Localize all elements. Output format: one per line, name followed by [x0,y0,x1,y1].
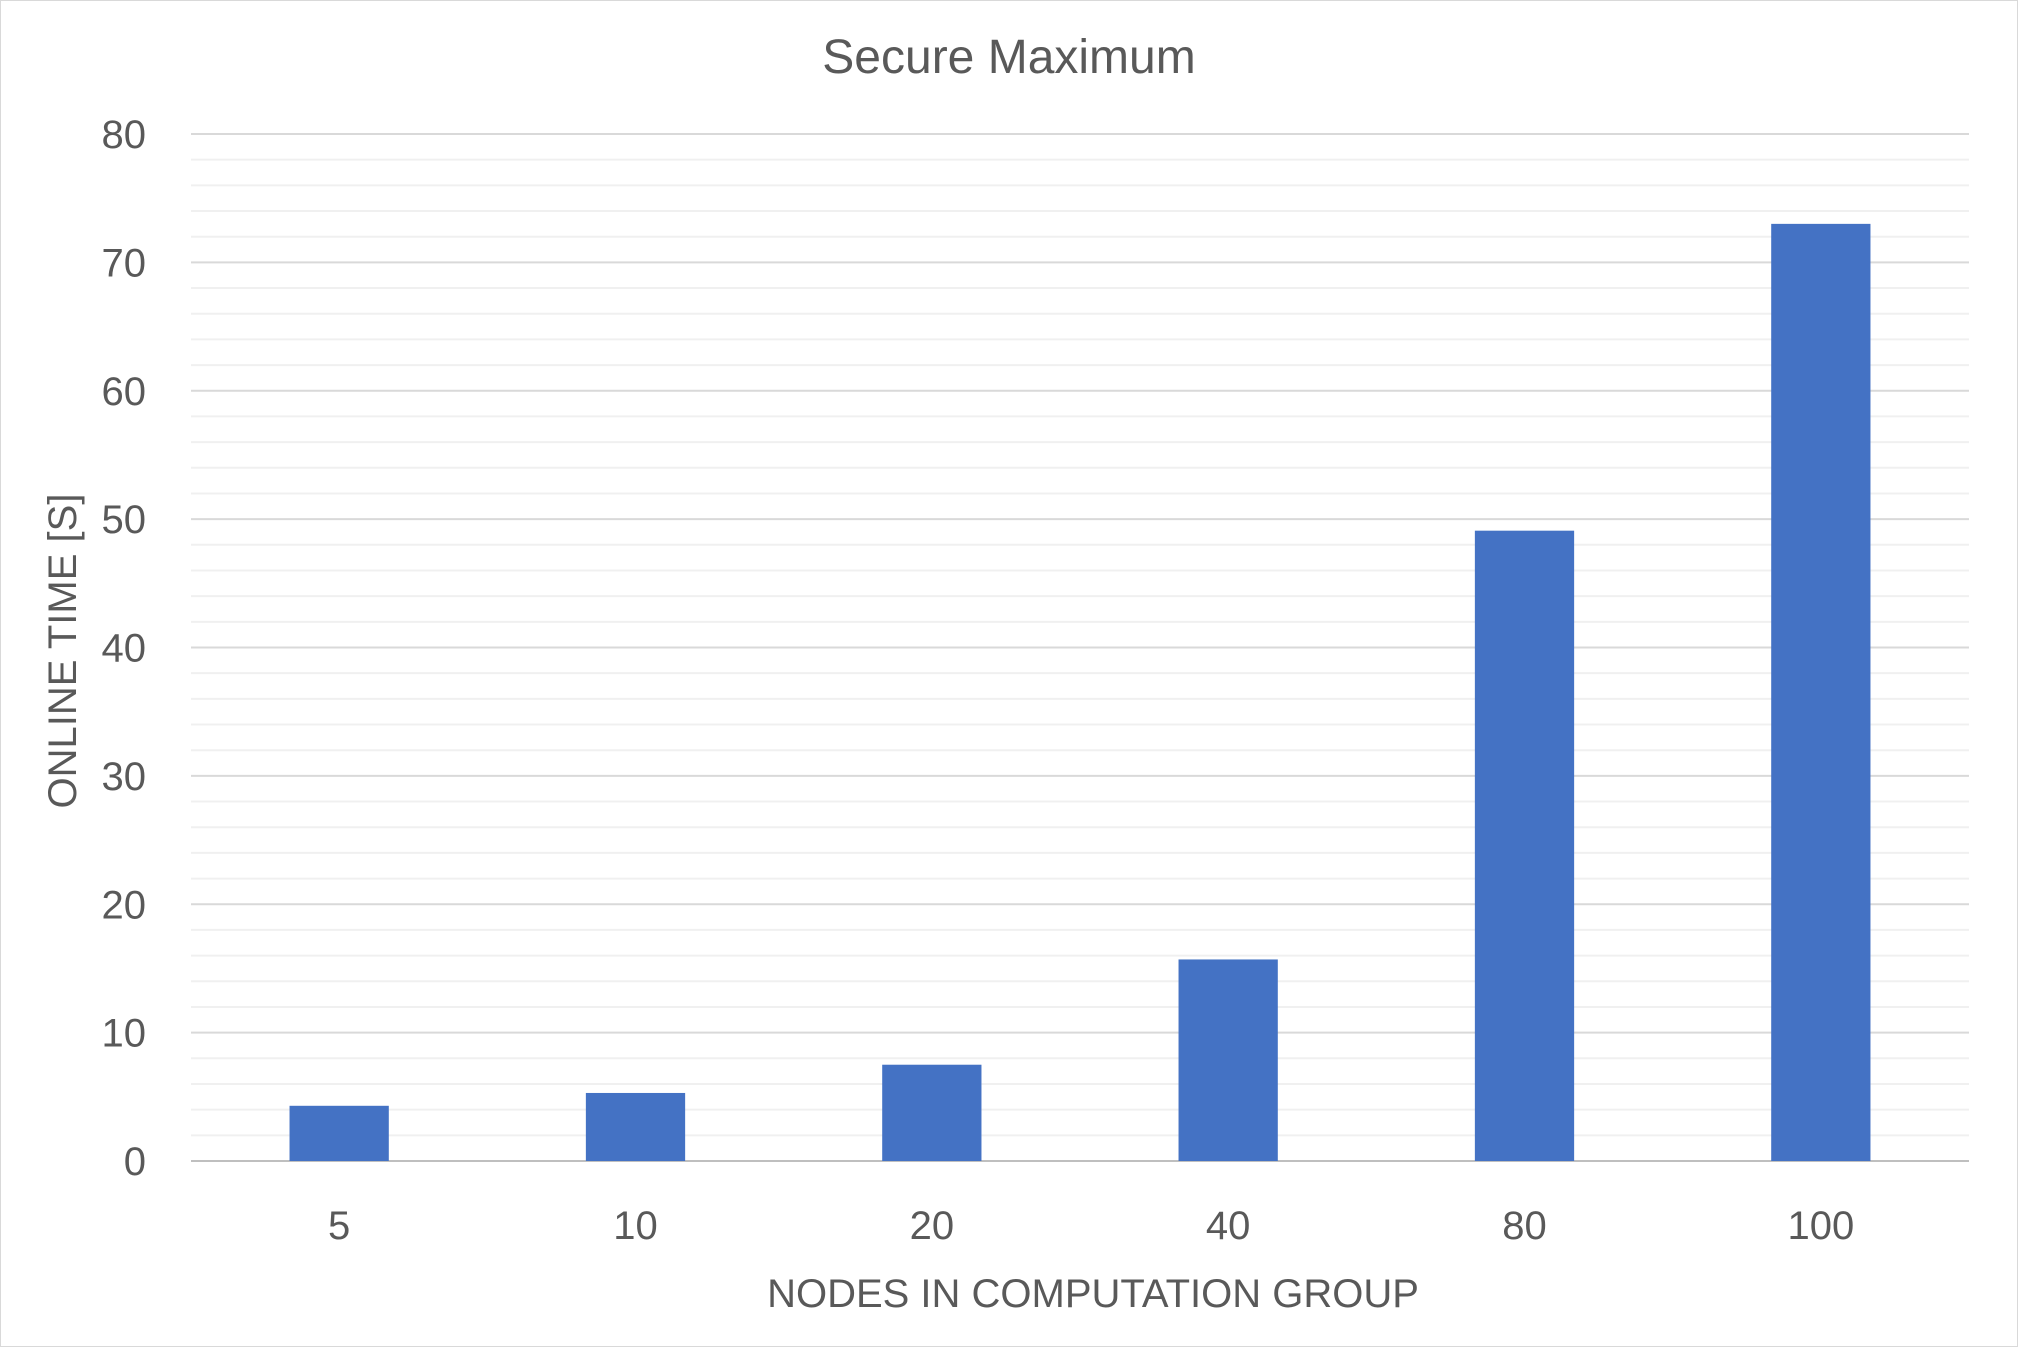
y-tick-label: 80 [102,113,147,157]
x-tick-label: 20 [910,1204,955,1248]
bar-80 [1474,530,1575,1161]
y-tick-label: 40 [102,627,147,671]
y-tick-label: 20 [102,883,147,927]
chart-title: Secure Maximum [822,31,1195,84]
x-axis-label: NODES IN COMPUTATION GROUP [767,1272,1419,1316]
bar-10 [585,1092,686,1161]
y-axis-label: ONLINE TIME [S] [41,494,85,809]
bar-20 [882,1064,982,1161]
y-tick-label: 0 [124,1140,146,1184]
y-tick-label: 50 [102,498,147,542]
gridlines [191,133,1969,1162]
bar-5 [289,1105,389,1161]
y-tick-label: 70 [102,241,147,285]
x-axis-ticks: 5 10 20 40 80 100 [328,1204,1854,1248]
y-tick-label: 10 [102,1012,147,1056]
bars [289,223,1871,1162]
x-tick-label: 10 [613,1204,658,1248]
x-tick-label: 80 [1502,1204,1547,1248]
y-tick-label: 30 [102,755,147,799]
x-tick-label: 5 [328,1204,350,1248]
y-tick-label: 60 [102,370,147,414]
x-tick-label: 100 [1787,1204,1854,1248]
bar-100 [1771,223,1871,1162]
x-tick-label: 40 [1206,1204,1251,1248]
bar-40 [1178,959,1278,1161]
y-axis-ticks: 0 10 20 30 40 50 60 70 80 [102,113,147,1184]
